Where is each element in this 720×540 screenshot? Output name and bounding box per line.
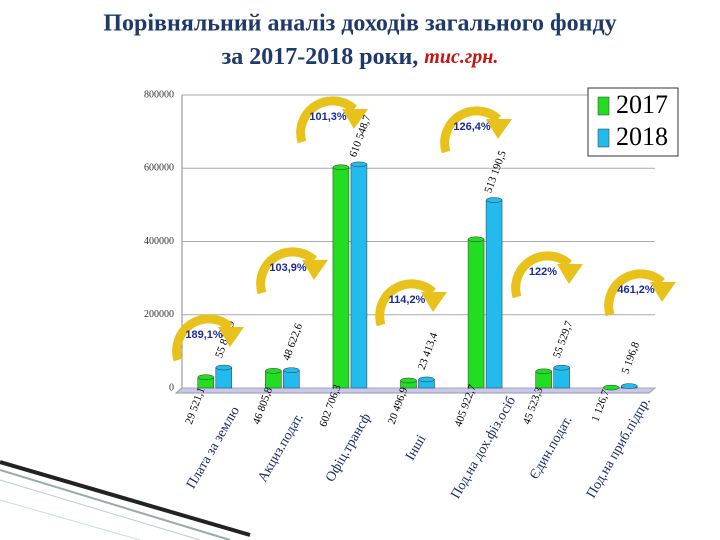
bar-cap — [332, 164, 350, 171]
bar-cap — [400, 377, 417, 384]
title-line: Порівняльний аналіз доходів загального ф… — [103, 11, 616, 37]
bar-cap — [485, 197, 503, 203]
bar — [485, 199, 503, 389]
y-tick-label: 600000 — [144, 163, 174, 174]
unit: тис.грн. — [424, 46, 498, 68]
plot-floor — [174, 387, 657, 394]
y-tick-label: 800000 — [144, 89, 174, 100]
y-tick-label: 200000 — [144, 309, 174, 320]
value-label: 513 190,5 — [482, 149, 508, 195]
arrow-head — [650, 282, 676, 302]
growth-label: 103,9% — [269, 262, 307, 274]
bar — [332, 167, 350, 389]
growth-label: 114,2% — [389, 294, 426, 306]
title-line: за 2017-2018 роки, — [222, 44, 425, 70]
value-label: 5 196,8 — [619, 340, 642, 376]
arrow-head — [218, 327, 244, 347]
arrow-arc — [440, 106, 501, 154]
bar-cap — [197, 374, 215, 380]
growth-arrow: 101,3% — [296, 96, 368, 144]
bar-cap — [283, 367, 300, 373]
value-label: 48 622,6 — [281, 321, 306, 362]
arrow-head — [302, 260, 328, 280]
arrow-arc — [172, 314, 233, 362]
growth-label: 189,1% — [185, 329, 223, 341]
legend-label: 2017 — [616, 90, 668, 119]
growth-label: 122% — [529, 266, 557, 278]
bar-cap — [265, 368, 282, 374]
legend-label: 2018 — [616, 122, 668, 151]
bar-cap — [535, 368, 552, 375]
bar — [467, 239, 485, 389]
arrow-head — [342, 109, 368, 129]
decoration — [0, 460, 251, 540]
bar-cap — [602, 384, 620, 391]
growth-arrow: 103,9% — [256, 247, 328, 295]
bar — [350, 164, 368, 389]
arrow-arc — [604, 269, 665, 317]
arrow-head — [557, 264, 583, 284]
bar-cap — [553, 364, 570, 371]
arrow-arc — [375, 279, 436, 327]
value-label: 23 413,4 — [416, 331, 441, 372]
bar — [215, 367, 233, 389]
growth-arrow: 126,4% — [440, 106, 512, 154]
title-line: за 2017-2018 роки, тис.грн. — [222, 44, 499, 70]
legend-swatch — [597, 128, 610, 148]
growth-arrow: 122% — [511, 251, 583, 299]
bar-cap — [467, 236, 485, 243]
growth-label: 126,4% — [453, 121, 491, 133]
bar-cap — [215, 364, 233, 371]
arrow-arc — [296, 96, 357, 144]
growth-arrow: 114,2% — [375, 279, 447, 327]
growth-label: 101,3% — [309, 111, 347, 123]
x-tick-label: Інші — [403, 432, 429, 463]
bar-cap — [418, 376, 435, 383]
x-tick-label: Єдин.подат. — [527, 414, 575, 483]
arrow-arc — [256, 247, 317, 295]
value-label: 55 529,7 — [551, 319, 576, 360]
bar — [553, 367, 570, 389]
y-tick-label: 400000 — [144, 236, 174, 247]
y-tick-label: 0 — [169, 382, 174, 393]
arrow-arc — [511, 251, 572, 299]
arrow-head — [486, 119, 512, 139]
arrow-head — [421, 292, 447, 312]
legend-swatch — [597, 96, 610, 116]
bar-cap — [350, 161, 368, 168]
growth-arrow: 189,1% — [172, 314, 244, 362]
growth-label: 461,2% — [617, 284, 655, 296]
growth-arrow: 461,2% — [604, 269, 676, 317]
bar-cap — [620, 383, 638, 389]
